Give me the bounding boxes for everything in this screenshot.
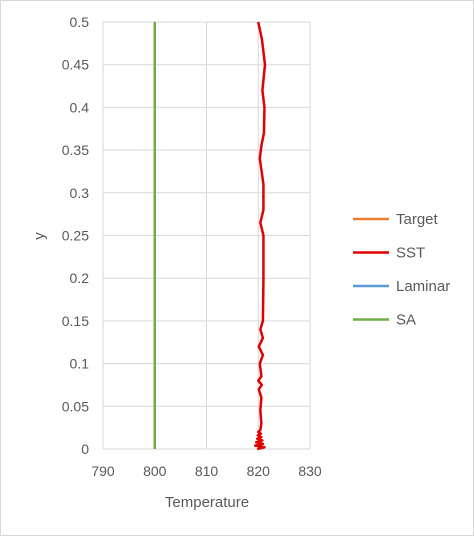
y-tick-label: 0.25 xyxy=(62,228,89,244)
legend-label: SST xyxy=(396,245,425,262)
y-tick-label: 0.35 xyxy=(62,142,89,158)
x-tick-label: 790 xyxy=(91,463,115,479)
y-tick-label: 0.05 xyxy=(62,398,89,414)
grid-lines xyxy=(102,21,311,450)
series-layer xyxy=(153,21,267,451)
y-tick-label: 0.2 xyxy=(70,270,90,286)
y-tick-label: 0.1 xyxy=(70,356,90,372)
tick-labels: 790 800 810 820 830 0 0.05 0.1 0.15 0.2 0.25 0.3 0.3… xyxy=(62,14,322,479)
x-tick-label: 830 xyxy=(298,463,322,479)
x-tick-label: 800 xyxy=(143,463,167,479)
legend-label: Target xyxy=(396,211,439,228)
y-tick-label: 0.15 xyxy=(62,313,89,329)
y-tick-label: 0.3 xyxy=(70,185,90,201)
x-tick-label: 820 xyxy=(247,463,271,479)
x-tick-label: 810 xyxy=(195,463,219,479)
legend-item-target: Target xyxy=(353,211,439,228)
legend-item-sst: SST xyxy=(353,245,425,262)
legend-item-laminar: Laminar xyxy=(353,278,450,295)
y-tick-label: 0.4 xyxy=(70,99,90,115)
y-tick-label: 0.5 xyxy=(70,14,90,30)
y-tick-label: 0 xyxy=(81,441,89,457)
y-axis-title: y xyxy=(31,232,48,240)
legend-label: SA xyxy=(396,312,416,329)
series-line-sst xyxy=(253,21,267,451)
x-axis-title: Temperature xyxy=(165,494,249,511)
y-tick-label: 0.45 xyxy=(62,57,89,73)
legend-label: Laminar xyxy=(396,278,450,295)
legend-item-sa: SA xyxy=(353,312,416,329)
legend: Target SST Laminar SA xyxy=(353,211,450,329)
